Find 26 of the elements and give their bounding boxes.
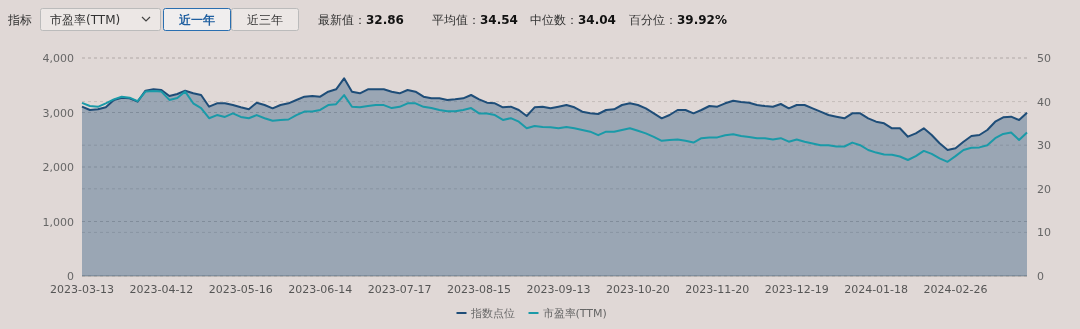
legend-label: 指数点位	[469, 307, 515, 320]
y2-tick-label: 10	[1037, 226, 1051, 240]
legend-label: 市盈率(TTM)	[542, 307, 607, 320]
y-tick-label: 0	[67, 270, 74, 283]
x-tick-label: 2023-04-12	[129, 283, 194, 296]
y2-tick-label: 40	[1037, 95, 1051, 109]
x-tick-label: 2023-03-13	[50, 283, 114, 296]
y-tick-label: 3,000	[42, 106, 74, 120]
y2-tick-label: 30	[1037, 139, 1051, 153]
y-tick-label: 2,000	[42, 161, 74, 174]
x-tick-label: 2024-01-18	[844, 283, 909, 296]
y-tick-label: 1,000	[42, 215, 74, 229]
x-tick-label: 2023-12-19	[764, 283, 829, 296]
x-tick-label: 2023-11-20	[685, 283, 750, 296]
y-tick-label: 4,000	[42, 52, 74, 65]
x-tick-label: 2024-02-26	[923, 283, 988, 296]
x-tick-label: 2023-08-15	[447, 283, 512, 296]
controls: 指标 市盈率(TTM) 近一年 近三年 最新值：32.86 平均值：34.54 中位数：34.04 百分位：39.92%	[8, 8, 727, 31]
x-tick-label: 2023-05-16	[208, 283, 273, 296]
y2-tick-label: 0	[1037, 270, 1044, 283]
x-tick-label: 2023-06-14	[288, 283, 353, 296]
y2-tick-label: 20	[1037, 182, 1051, 196]
x-tick-label: 2023-10-20	[605, 283, 670, 296]
y2-tick-label: 50	[1037, 52, 1051, 65]
x-tick-label: 2023-09-13	[526, 283, 591, 296]
x-tick-label: 2023-07-17	[367, 283, 432, 296]
